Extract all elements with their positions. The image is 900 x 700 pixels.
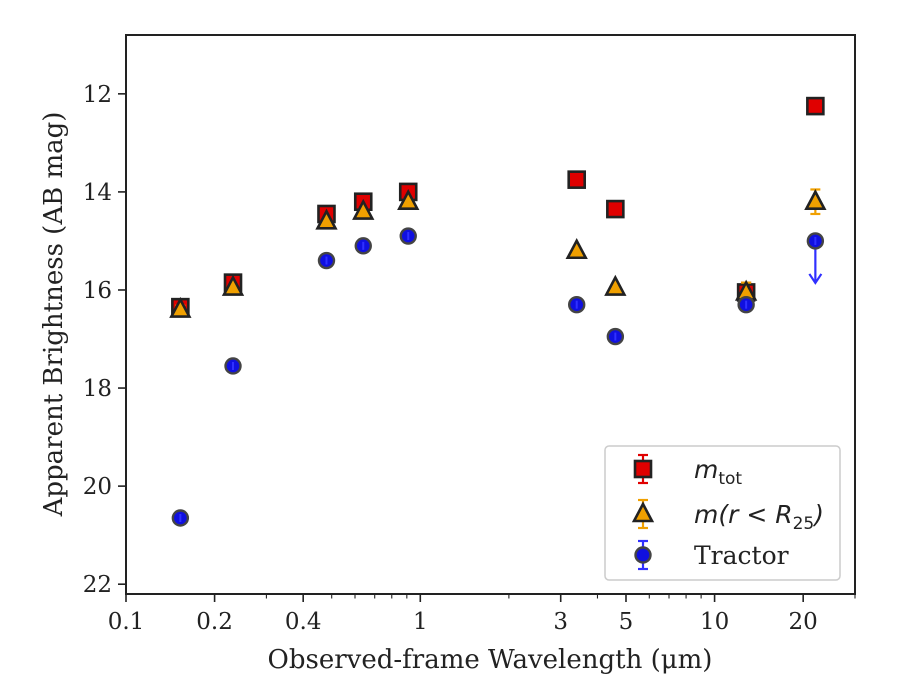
x-tick-label: 20 [789, 609, 818, 635]
legend-label: Tractor [694, 541, 789, 570]
x-tick-label: 0.4 [285, 609, 322, 635]
mr25-point [221, 274, 245, 296]
x-axis-title: Observed-frame Wavelength (μm) [268, 645, 713, 675]
y-axis-title: Apparent Brightness (AB mag) [39, 112, 69, 518]
legend-box [604, 445, 841, 581]
x-tick-label: 1 [413, 609, 428, 635]
y-tick-label: 14 [83, 180, 112, 206]
series-2 [171, 227, 825, 527]
mr25-point [169, 296, 192, 318]
mr25-point [352, 198, 375, 220]
mtot-point [806, 96, 825, 116]
y-tick-label: 16 [83, 278, 112, 304]
legend-label-main: m(r < R [694, 500, 793, 529]
legend-marker [631, 501, 655, 523]
legend-label: m(r < R25) [694, 500, 824, 534]
x-tick-label: 0.2 [196, 609, 233, 635]
y-tick-label: 12 [83, 82, 112, 108]
upper-limit-arrowhead [808, 273, 823, 285]
mr25-point [804, 188, 827, 211]
legend-label: mtot [694, 455, 742, 489]
x-tick-label: 5 [619, 609, 634, 635]
legend: mtot m(r < R25) Tractor [604, 445, 841, 581]
x-tick-label: 0.1 [108, 609, 145, 635]
legend-label-sub: 25 [793, 514, 815, 534]
legend-label-main: m [694, 455, 718, 484]
plot-marks [169, 96, 827, 527]
legend-marker [634, 546, 652, 564]
mr25-point [397, 188, 420, 211]
mtot-point [567, 170, 587, 189]
legend-label-sub: tot [718, 469, 742, 489]
y-tick-label: 18 [83, 376, 112, 402]
x-tick-label: 10 [700, 609, 729, 635]
axes: 0.1 0.2 0.4 1 3 5 10 20 12 14 16 18 20 22 [83, 82, 856, 635]
mr25-point [565, 237, 588, 260]
mr25-point [604, 274, 627, 296]
mtot-point [606, 199, 625, 219]
x-tick-label: 3 [553, 609, 568, 635]
y-tick-label: 20 [83, 474, 112, 500]
y-tick-label: 22 [83, 572, 112, 598]
legend-marker [633, 459, 653, 479]
plot-frame [125, 34, 856, 595]
legend-label-tail: ) [812, 500, 824, 529]
mr25-point [315, 208, 338, 230]
